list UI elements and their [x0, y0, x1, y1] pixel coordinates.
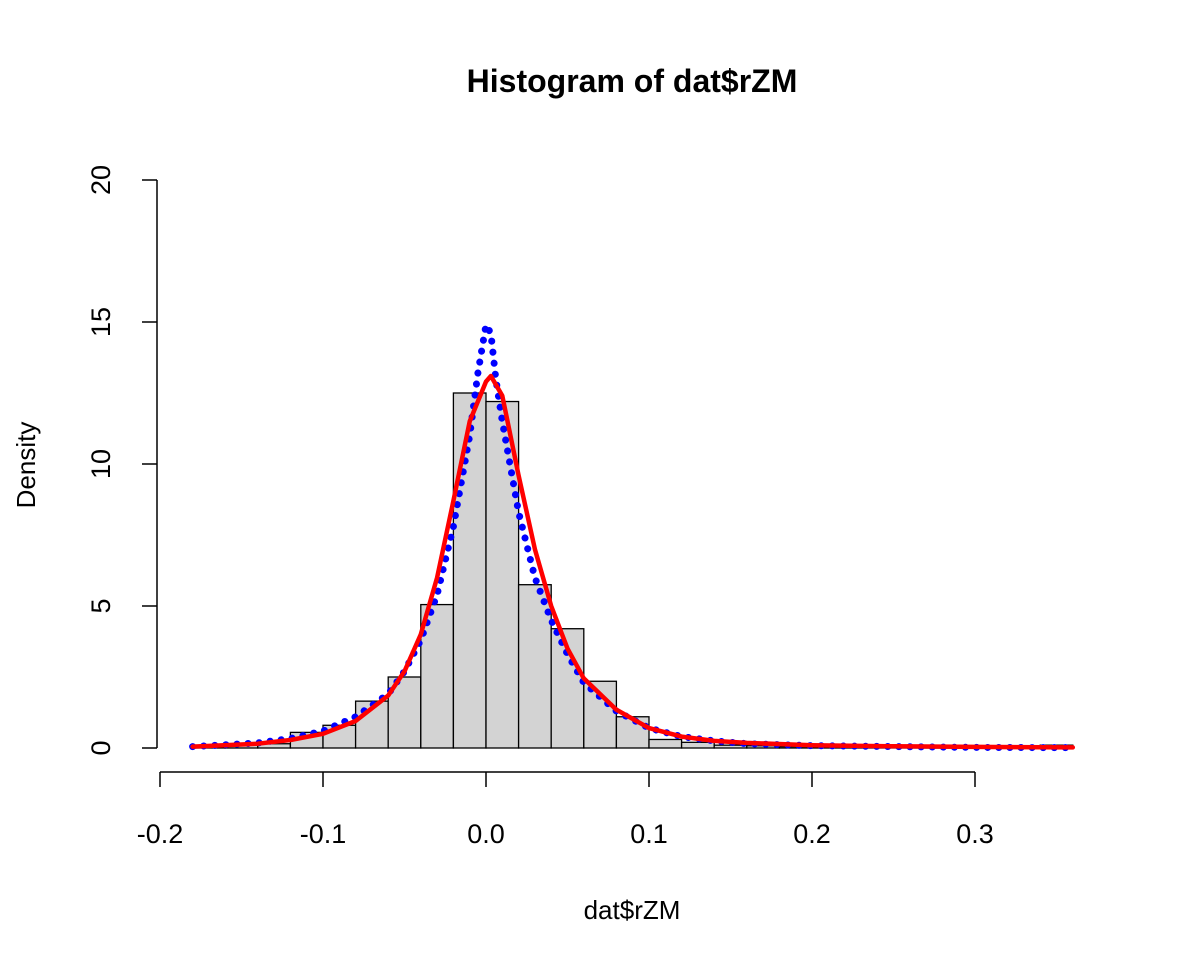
histogram-bars	[191, 392, 1074, 749]
histogram-bar	[648, 738, 683, 749]
y-tick-label: 20	[86, 165, 116, 195]
y-tick-label: 15	[86, 307, 116, 337]
x-axis-label: dat$rZM	[584, 895, 681, 925]
y-axis-label: Density	[11, 422, 41, 509]
density-curve-solid	[190, 373, 1076, 750]
y-tick-label: 0	[86, 740, 116, 755]
y-axis: 0 5 10 15 20	[86, 165, 158, 756]
x-tick-label: 0.2	[793, 819, 831, 849]
x-tick-label: 0.1	[630, 819, 668, 849]
x-axis: -0.2 -0.1 0.0 0.1 0.2 0.3	[137, 771, 994, 849]
x-tick-label: -0.1	[300, 819, 347, 849]
y-tick-label: 5	[86, 598, 116, 613]
x-tick-label: 0.0	[467, 819, 505, 849]
x-tick-label: 0.3	[956, 819, 994, 849]
y-tick-label: 10	[86, 449, 116, 479]
density-curve-dotted	[189, 321, 1077, 752]
chart-title: Histogram of dat$rZM	[467, 63, 798, 99]
histogram-bar	[452, 392, 487, 749]
histogram-bar	[420, 603, 455, 749]
x-tick-label: -0.2	[137, 819, 184, 849]
density-curves	[189, 321, 1077, 752]
